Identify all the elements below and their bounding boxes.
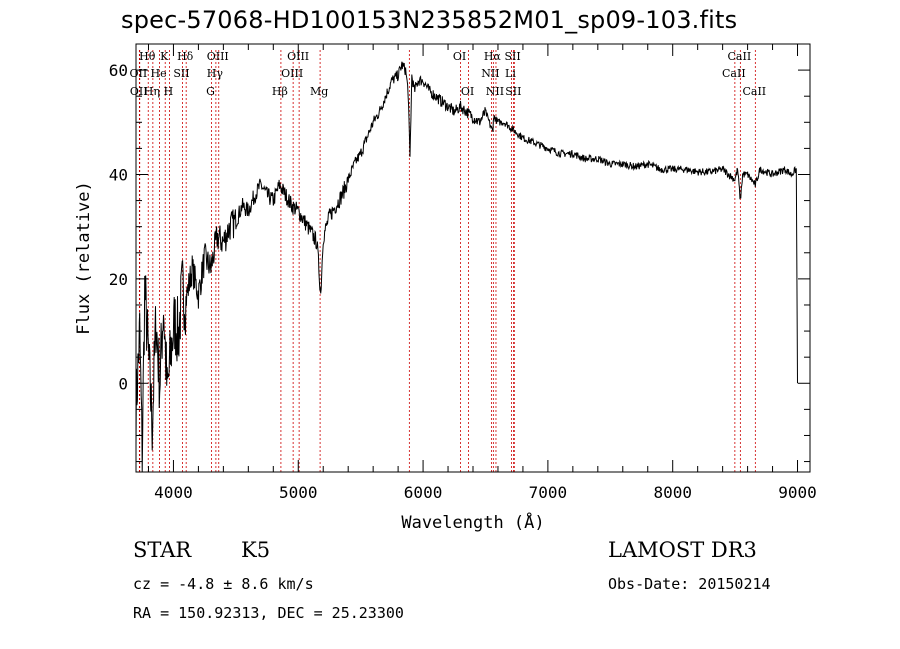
line-label: Hγ	[207, 67, 224, 80]
line-label: Hα	[484, 50, 502, 63]
x-tick-label: 4000	[154, 483, 193, 502]
x-tick-label: 7000	[529, 483, 568, 502]
y-axis-label: Flux (relative)	[74, 181, 94, 335]
axes: 4000 5000 6000 7000 8000 9000 0 20 40 60	[109, 43, 817, 502]
line-markers	[138, 50, 756, 472]
line-label: OIII	[281, 67, 303, 80]
line-label: Hη	[144, 85, 160, 98]
subclass: K5	[241, 538, 271, 562]
line-label: CaII	[742, 85, 766, 98]
x-tick-label: 5000	[279, 483, 318, 502]
y-tick-label: 20	[109, 270, 128, 289]
y-tick-label: 40	[109, 165, 128, 184]
line-label: G	[206, 85, 215, 98]
line-label: He	[151, 67, 167, 80]
x-axis-label: Wavelength (Å)	[401, 511, 544, 533]
x-tick-label: 8000	[653, 483, 692, 502]
line-label: OII	[130, 67, 148, 80]
y-tick-label: 0	[118, 374, 128, 393]
line-label: SII	[505, 85, 521, 98]
x-tick-label: 6000	[404, 483, 443, 502]
y-tick-label: 60	[109, 61, 128, 80]
x-tick-label: 9000	[778, 483, 817, 502]
line-label: NII	[486, 85, 504, 98]
line-label: Hδ	[177, 50, 194, 63]
line-label: CaII	[722, 67, 746, 80]
line-label: Hθ	[139, 50, 156, 63]
line-label: SII	[504, 50, 520, 63]
line-label: OI	[453, 50, 466, 63]
line-label: OII	[130, 85, 148, 98]
object-class: STAR	[133, 538, 192, 562]
coordinates: RA = 150.92313, DEC = 25.23300	[133, 604, 404, 622]
line-label: Hβ	[272, 85, 288, 98]
survey-label: LAMOST DR3	[608, 538, 757, 562]
plot-frame	[135, 43, 811, 473]
line-label: OI	[461, 85, 474, 98]
line-label: H	[164, 85, 174, 98]
obs-date: Obs-Date: 20150214	[608, 575, 771, 593]
line-label: OIII	[207, 50, 229, 63]
line-label: SII	[173, 67, 189, 80]
line-label: CaII	[728, 50, 752, 63]
line-label: NII	[481, 67, 499, 80]
spectrum-line	[135, 61, 798, 473]
line-label: Mg	[310, 85, 328, 98]
line-label: OIII	[287, 50, 309, 63]
line-label: Li	[505, 67, 516, 80]
chart-title: spec-57068-HD100153N235852M01_sp09-103.f…	[121, 6, 738, 34]
line-label: K	[160, 50, 169, 63]
redshift-text: cz = -4.8 ± 8.6 km/s	[133, 575, 314, 593]
